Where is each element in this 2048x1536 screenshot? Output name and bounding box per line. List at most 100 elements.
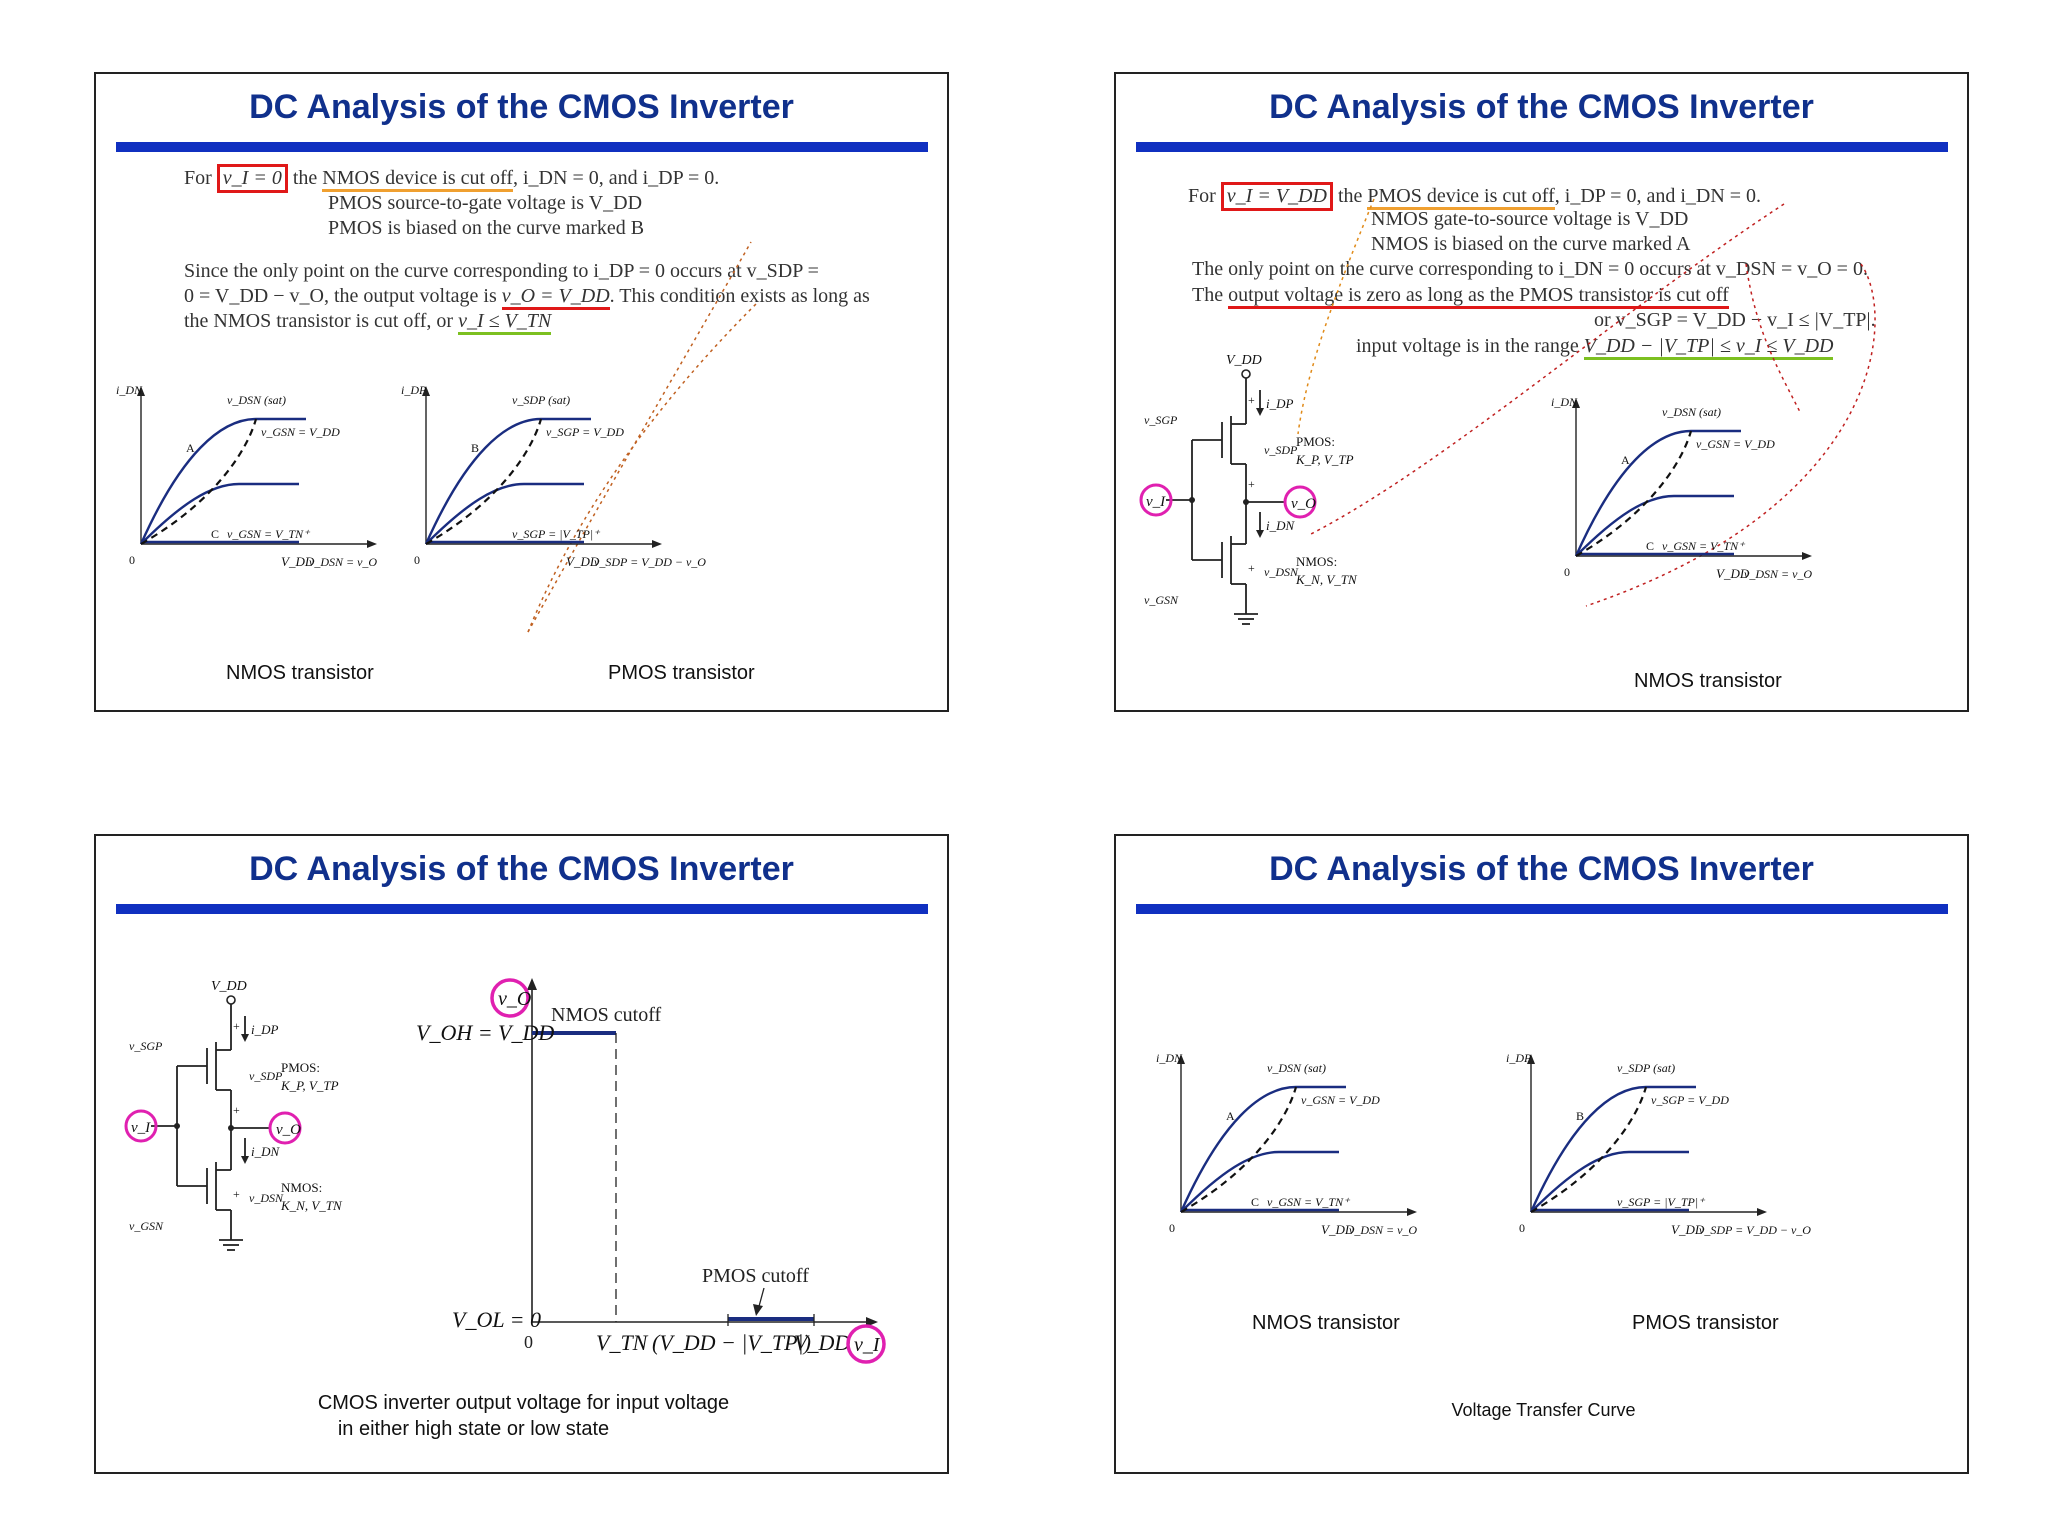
- title-bar: [1136, 142, 1948, 152]
- highlight-vi-zero: v_I = 0: [216, 164, 288, 193]
- caption-nmos: NMOS transistor: [1634, 670, 1782, 692]
- y-axis-label: i_DN: [116, 383, 143, 397]
- nmos-label: NMOS:: [281, 1180, 322, 1195]
- curve-mid: [425, 482, 584, 545]
- idp-arrowhead: [1256, 408, 1264, 416]
- slide-3: DC Analysis of the CMOS Inverter V_DD i_D…: [94, 834, 949, 1474]
- plus-sign: +: [1248, 393, 1255, 407]
- bottom-curve-label: v_SGP = |V_TP|⁺: [1617, 1195, 1706, 1209]
- x-zero-label: 0: [524, 1332, 533, 1352]
- curve-mid: [1530, 1150, 1689, 1213]
- text-line-3: NMOS is biased on the curve marked A: [1371, 233, 1691, 255]
- vsgp-label: v_SGP: [1144, 413, 1178, 427]
- slide-title: DC Analysis of the CMOS Inverter: [1269, 88, 1814, 126]
- text-line-3: PMOS is biased on the curve marked B: [328, 217, 645, 239]
- underline-output-zero: output voltage is zero as long as the PM…: [1228, 284, 1729, 309]
- bottom-curve-label: v_GSN = V_TN⁺: [1662, 539, 1746, 553]
- y-axis-label: i_DN: [1156, 1051, 1183, 1065]
- curve-top: [1529, 1085, 1696, 1213]
- input-node: [1189, 497, 1195, 503]
- curve-top: [139, 417, 306, 545]
- dotted-annotation-arrow: [1297, 198, 1375, 435]
- underline-nmos-cutoff: NMOS device is cut off: [322, 167, 513, 192]
- text-line-6: or v_SGP = V_DD − v_I ≤ |V_TP|.: [1594, 309, 1876, 331]
- y-axis-arrow: [1572, 398, 1580, 408]
- x-axis-arrow: [1757, 1208, 1767, 1216]
- caption-line-2: in either high state or low state: [337, 1418, 610, 1440]
- vsgp-label: v_SGP: [129, 1039, 163, 1053]
- vo-label: v_O: [276, 1122, 301, 1138]
- pointer-arrow: [753, 1304, 763, 1316]
- curve-top: [424, 417, 591, 545]
- dotted-annotation-arrow: [1745, 263, 1802, 415]
- vo-circle: [268, 1111, 302, 1145]
- caption-nmos: NMOS transistor: [226, 662, 374, 684]
- curve-top: [1574, 429, 1741, 557]
- bottom-curve-label: v_GSN = V_TN⁺: [227, 527, 311, 541]
- curve-c-label: C: [211, 527, 219, 541]
- x-vdd-label: V_DD: [1671, 1222, 1705, 1237]
- y-axis-arrow: [422, 386, 430, 396]
- origin-label: 0: [129, 553, 135, 567]
- x-axis-label: v_DSN = v_O: [1349, 1223, 1417, 1237]
- pmos-params-label: K_P, V_TP: [1295, 452, 1354, 467]
- top-curve-label: v_GSN = V_DD: [261, 425, 340, 439]
- plus-sign: +: [1248, 477, 1255, 491]
- dotted-annotation-arrow: [527, 241, 752, 633]
- text-cutoff-or: the NMOS transistor is cut off, or: [184, 310, 454, 332]
- slide-title: DC Analysis of the CMOS Inverter: [249, 850, 794, 888]
- slide-4-graphs: i_DN v_DSN (sat) v_GSN = V_DD A C v_GSN = V_T…: [1156, 1051, 1811, 1237]
- pmos-cutoff-label: PMOS cutoff: [702, 1265, 809, 1287]
- saturation-boundary: [1575, 430, 1693, 557]
- top-curve-label: v_GSN = V_DD: [1696, 437, 1775, 451]
- origin-label: 0: [414, 553, 420, 567]
- vi-axis-circle: [846, 1324, 886, 1364]
- y-axis-arrow: [1527, 1054, 1535, 1064]
- nmos-cutoff-label: NMOS cutoff: [551, 1004, 662, 1026]
- text-line-5: 0 = V_DD − v_O, the output voltage is v_…: [184, 285, 870, 310]
- bottom-curve-label: v_GSN = V_TN⁺: [1267, 1195, 1351, 1209]
- curve-mid: [1180, 1150, 1339, 1213]
- vdd-terminal: [226, 995, 236, 1005]
- slide-4: DC Analysis of the CMOS Inverter i_DN v_D…: [1114, 834, 1969, 1474]
- text-line-2: NMOS gate-to-source voltage is V_DD: [1371, 208, 1689, 230]
- vol-label: V_OL = 0: [452, 1307, 541, 1332]
- vgsn-label: v_GSN: [129, 1219, 164, 1233]
- x-axis-arrow: [1802, 552, 1812, 560]
- sat-label: v_SDP (sat): [512, 393, 570, 407]
- x-axis-label: v_DSN = v_O: [309, 555, 377, 569]
- text-line-1: For v_I = 0 the NMOS device is cut off, …: [184, 164, 719, 193]
- x-vdd-label: V_DD: [1321, 1222, 1355, 1237]
- curve-letter-label: A: [186, 441, 195, 455]
- sat-label: v_SDP (sat): [1617, 1061, 1675, 1075]
- sat-label: v_DSN (sat): [1267, 1061, 1326, 1075]
- text-current-zero: , i_DP = 0, and i_DN = 0.: [1554, 185, 1762, 207]
- origin-label: 0: [1519, 1221, 1525, 1235]
- idp-label: i_DP: [1266, 396, 1294, 411]
- x-vdd-label: V_DD: [794, 1330, 850, 1355]
- y-axis-name: v_O: [498, 988, 531, 1010]
- vdd-terminal: [1241, 369, 1251, 379]
- x-axis-arrow: [1407, 1208, 1417, 1216]
- saturation-boundary: [425, 418, 543, 545]
- vgsn-label: v_GSN: [1144, 593, 1179, 607]
- x-vdd-label: V_DD: [1716, 566, 1750, 581]
- y-axis-label: i_DP: [401, 383, 427, 397]
- vo-label: v_O: [1291, 496, 1316, 512]
- vi-label: v_I: [1146, 494, 1166, 510]
- pmos-label: PMOS:: [1296, 434, 1335, 449]
- text-for: For: [1188, 185, 1216, 207]
- vdd-label: V_DD: [211, 979, 247, 994]
- top-curve-label: v_SGP = V_DD: [546, 425, 624, 439]
- slide-2: DC Analysis of the CMOS Inverter For v_I…: [1114, 72, 1969, 712]
- curve-top: [1179, 1085, 1346, 1213]
- vdd-label: V_DD: [1226, 353, 1262, 368]
- underline-vi-le-vtn: v_I ≤ V_TN: [458, 310, 552, 335]
- vsdp-label: v_SDP: [249, 1069, 283, 1083]
- bottom-curve-label: v_SGP = |V_TP|⁺: [512, 527, 601, 541]
- origin-label: 0: [1564, 565, 1570, 579]
- underline-vo-vdd: v_O = V_DD: [501, 285, 610, 310]
- x-axis-label: v_DSN = v_O: [1744, 567, 1812, 581]
- y-axis-arrow: [1177, 1054, 1185, 1064]
